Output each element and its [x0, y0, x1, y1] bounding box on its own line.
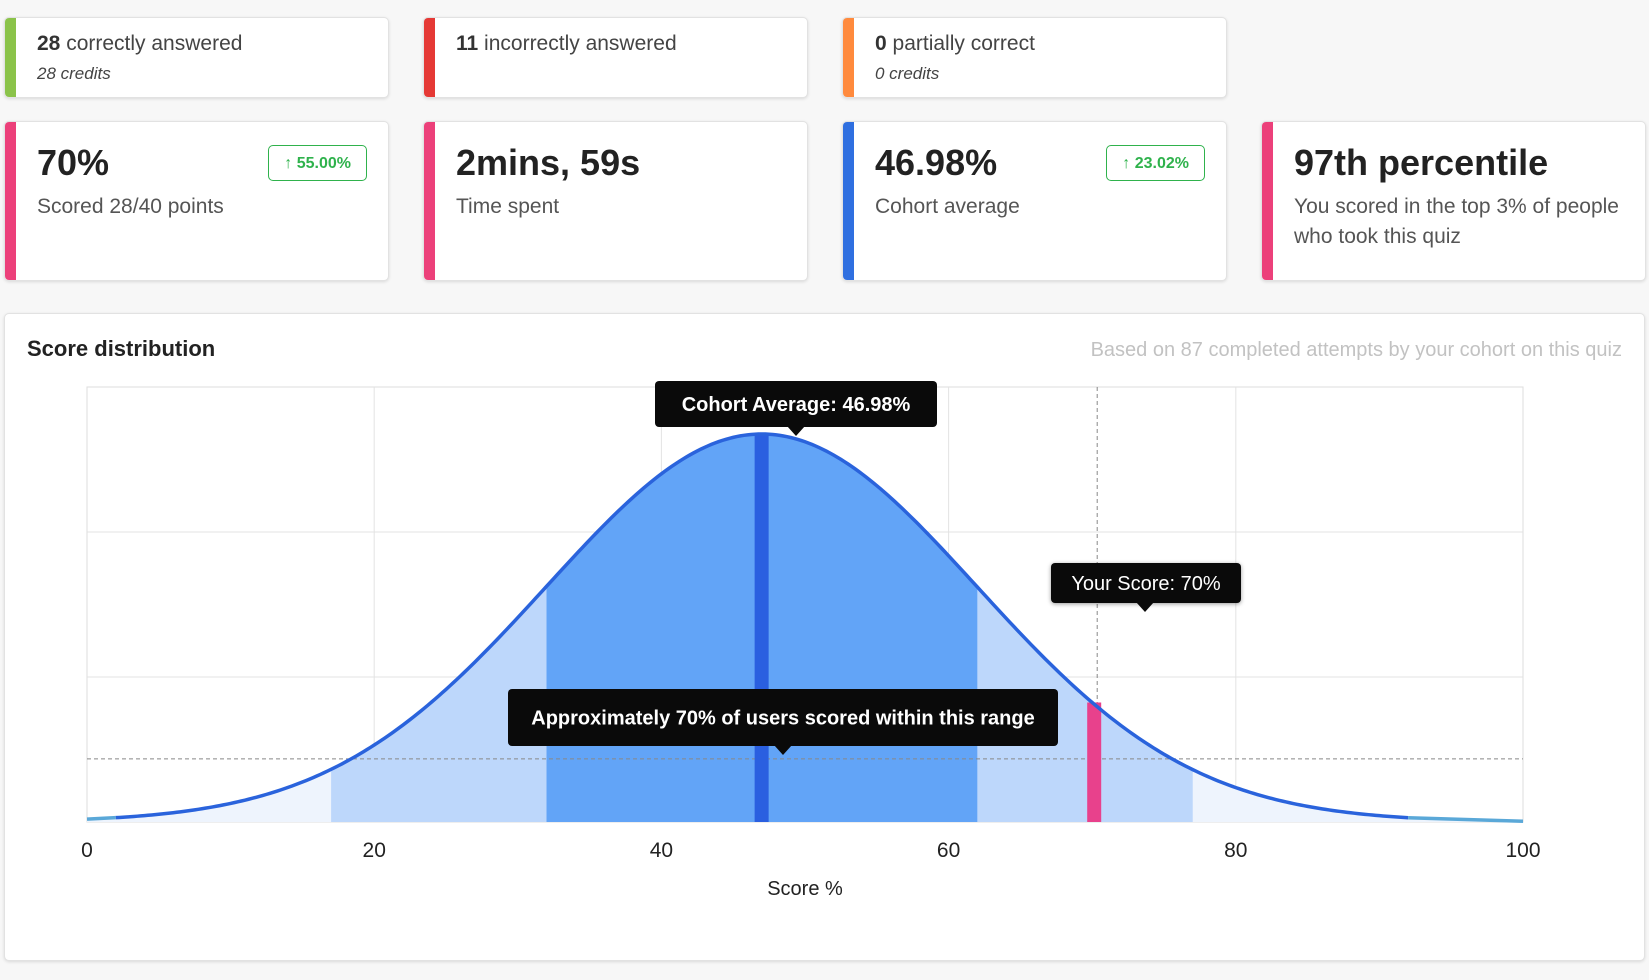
percentile-description: You scored in the top 3% of people who t… — [1294, 195, 1619, 248]
x-tick-label: 80 — [1224, 839, 1247, 862]
x-axis-label: Score % — [767, 878, 843, 900]
score-value: 70% — [37, 142, 110, 183]
cohort-card: 46.98% ↑ 23.02% Cohort average — [842, 121, 1227, 281]
cohort-average-marker — [754, 434, 769, 822]
range-annotation-tooltip: Approximately 70% of users scored within… — [508, 689, 1058, 755]
x-tick-label: 20 — [363, 839, 386, 862]
percentile-color-bar — [1262, 122, 1273, 280]
your-score-tooltip: Your Score: 70% — [1051, 563, 1241, 612]
percentile-value: 97th percentile — [1294, 142, 1549, 183]
x-tick-label: 60 — [937, 839, 960, 862]
incorrect-color-bar — [424, 18, 435, 97]
time-description: Time spent — [456, 195, 560, 218]
score-description: Scored 28/40 points — [37, 195, 224, 218]
score-distribution-card: Score distribution Based on 87 completed… — [4, 313, 1645, 961]
your-score-marker — [1087, 702, 1102, 822]
partial-answers-card: 0 partially correct 0 credits — [842, 17, 1227, 98]
time-value: 2mins, 59s — [456, 142, 641, 183]
distribution-chart: 0 20 40 60 80 100 Score % Cohort Average: 46.98… — [81, 381, 1541, 900]
partial-label: partially correct — [892, 32, 1035, 55]
cohort-color-bar — [843, 122, 854, 280]
range-annotation-tooltip-text: Approximately 70% of users scored within… — [531, 708, 1034, 730]
cohort-description: Cohort average — [875, 195, 1020, 218]
percentile-card: 97th percentile You scored in the top 3%… — [1261, 121, 1646, 281]
cohort-value: 46.98% — [875, 142, 998, 183]
curve-tail-left — [86, 815, 116, 821]
partial-count: 0 — [875, 32, 887, 55]
cohort-average-tooltip: Cohort Average: 46.98% — [655, 381, 937, 436]
incorrect-count: 11 — [456, 32, 479, 55]
partial-answers-text: 0 partially correct — [875, 32, 1035, 56]
score-change-badge: ↑ 55.00% — [268, 145, 367, 181]
distribution-curve — [115, 432, 1409, 820]
partial-credits: 0 credits — [875, 64, 940, 83]
x-tick-label: 40 — [650, 839, 673, 862]
incorrect-answers-card: 11 incorrectly answered — [423, 17, 808, 98]
correct-answers-text: 28 correctly answered — [37, 32, 242, 56]
correct-color-bar — [5, 18, 16, 97]
x-tick-label: 100 — [1505, 839, 1540, 862]
correct-credits: 28 credits — [37, 64, 111, 83]
chart-title: Score distribution — [27, 336, 216, 361]
curve-tail-right — [1408, 815, 1524, 823]
incorrect-answers-text: 11 incorrectly answered — [456, 32, 677, 56]
partial-color-bar — [843, 18, 854, 97]
score-color-bar — [5, 122, 16, 280]
your-score-tooltip-text: Your Score: 70% — [1071, 573, 1221, 595]
correct-label: correctly answered — [66, 32, 243, 55]
cohort-change-badge: ↑ 23.02% — [1106, 145, 1205, 181]
time-card: 2mins, 59s Time spent — [423, 121, 808, 281]
incorrect-label: incorrectly answered — [484, 32, 677, 55]
score-card: 70% ↑ 55.00% Scored 28/40 points — [4, 121, 389, 281]
cohort-average-tooltip-text: Cohort Average: 46.98% — [682, 394, 911, 416]
correct-answers-card: 28 correctly answered 28 credits — [4, 17, 389, 98]
x-tick-label: 0 — [81, 839, 93, 862]
chart-note: Based on 87 completed attempts by your c… — [1090, 339, 1622, 361]
correct-count: 28 — [37, 32, 61, 55]
time-color-bar — [424, 122, 435, 280]
